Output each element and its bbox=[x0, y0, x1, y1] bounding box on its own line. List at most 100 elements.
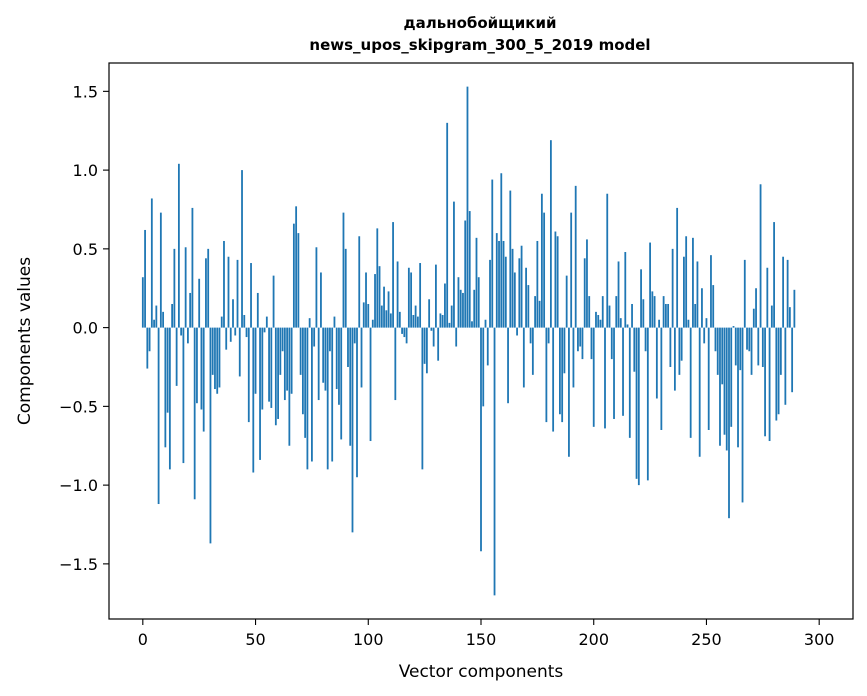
bar bbox=[380, 305, 383, 328]
bar bbox=[268, 327, 270, 402]
bar bbox=[791, 327, 794, 393]
bar bbox=[676, 207, 679, 328]
bar bbox=[193, 327, 196, 500]
bar bbox=[360, 327, 363, 388]
y-axis-ticks: −1.5 −1.0 −0.5 0.0 0.5 1.0 1.5 bbox=[59, 82, 109, 574]
bar bbox=[712, 285, 715, 328]
x-tick-label: 150 bbox=[466, 630, 497, 649]
bar bbox=[599, 319, 602, 328]
bar bbox=[245, 327, 248, 338]
bar bbox=[365, 272, 367, 328]
bar bbox=[301, 327, 304, 415]
bar bbox=[671, 248, 674, 328]
bar bbox=[241, 170, 243, 328]
bar bbox=[389, 313, 392, 328]
bar bbox=[540, 193, 543, 328]
bar bbox=[448, 322, 451, 328]
bar bbox=[660, 327, 663, 430]
bar bbox=[608, 305, 611, 328]
bar bbox=[259, 327, 261, 460]
bar bbox=[471, 321, 473, 328]
bar bbox=[288, 327, 291, 446]
bar bbox=[326, 327, 329, 470]
bar bbox=[162, 311, 165, 328]
bar bbox=[425, 327, 428, 374]
bar bbox=[450, 305, 453, 328]
bar bbox=[714, 327, 717, 352]
bar bbox=[721, 327, 724, 385]
bar bbox=[175, 327, 178, 386]
bar bbox=[728, 327, 730, 519]
bar bbox=[247, 327, 250, 423]
bar bbox=[606, 193, 609, 328]
bar bbox=[628, 327, 631, 438]
bar bbox=[283, 327, 286, 401]
bar bbox=[556, 236, 559, 328]
bar bbox=[148, 327, 151, 352]
bar bbox=[705, 318, 708, 328]
bar bbox=[595, 311, 597, 328]
bar bbox=[489, 259, 491, 328]
bar bbox=[383, 286, 385, 328]
bar bbox=[748, 327, 751, 352]
bar bbox=[146, 327, 149, 369]
bar bbox=[561, 327, 564, 423]
bar bbox=[412, 315, 415, 328]
bar bbox=[157, 327, 160, 505]
bar bbox=[272, 275, 275, 328]
bar bbox=[191, 207, 194, 328]
bar bbox=[579, 327, 582, 347]
bar bbox=[520, 245, 523, 328]
bar bbox=[673, 327, 676, 391]
bar bbox=[565, 275, 568, 328]
bar bbox=[290, 327, 293, 394]
bar bbox=[536, 240, 539, 328]
bar bbox=[329, 327, 331, 352]
bar bbox=[459, 289, 462, 328]
bar bbox=[739, 327, 742, 371]
bar bbox=[378, 266, 381, 328]
bar bbox=[779, 327, 782, 375]
bar bbox=[435, 264, 437, 328]
bar bbox=[667, 303, 670, 328]
bar bbox=[374, 274, 376, 328]
bar bbox=[723, 327, 726, 435]
bar bbox=[770, 305, 773, 328]
bar bbox=[764, 327, 766, 437]
bar bbox=[737, 327, 739, 448]
y-tick-label: 1.0 bbox=[73, 161, 98, 180]
bar bbox=[207, 248, 210, 328]
bar bbox=[299, 327, 302, 375]
bar bbox=[761, 327, 764, 367]
bar bbox=[552, 327, 555, 432]
bar bbox=[385, 310, 388, 328]
bar bbox=[703, 327, 706, 344]
bar bbox=[441, 315, 444, 328]
bar bbox=[295, 206, 298, 328]
bar bbox=[279, 327, 282, 375]
bar bbox=[297, 233, 300, 328]
bar bbox=[518, 258, 521, 328]
bar bbox=[644, 327, 647, 352]
bar bbox=[265, 316, 268, 328]
bar bbox=[658, 319, 661, 328]
bar bbox=[757, 327, 760, 366]
bar bbox=[306, 327, 309, 470]
bar bbox=[218, 327, 221, 388]
bar bbox=[205, 258, 207, 328]
bar bbox=[473, 289, 476, 328]
bar bbox=[734, 327, 737, 366]
bar bbox=[507, 327, 509, 404]
bar bbox=[617, 261, 620, 328]
bar bbox=[570, 212, 573, 328]
bar bbox=[342, 212, 345, 328]
bar bbox=[371, 319, 374, 328]
bar bbox=[631, 303, 633, 328]
bar bbox=[730, 327, 733, 427]
bar bbox=[741, 327, 744, 503]
bar bbox=[398, 311, 401, 328]
bar bbox=[482, 327, 485, 407]
bar bbox=[234, 327, 237, 336]
bar bbox=[743, 259, 746, 328]
